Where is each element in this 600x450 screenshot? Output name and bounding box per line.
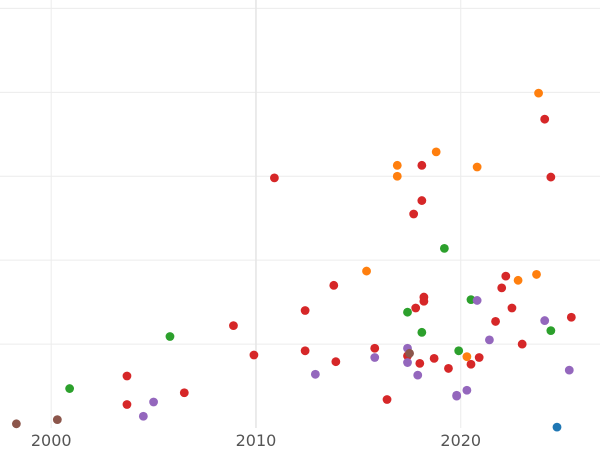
data-point [300, 346, 310, 356]
data-point [501, 271, 511, 281]
data-point [165, 332, 175, 341]
data-point [431, 147, 441, 157]
x-tick-label: 2000 [31, 431, 72, 450]
x-tick-label: 2020 [440, 431, 481, 450]
data-point [417, 160, 427, 170]
data-point [472, 162, 482, 172]
data-point [552, 422, 562, 432]
data-point [370, 343, 380, 353]
data-point [415, 358, 425, 368]
data-point [452, 391, 462, 401]
data-point [507, 303, 517, 313]
data-point [300, 306, 310, 315]
data-point [149, 397, 158, 407]
data-point [11, 419, 21, 429]
data-point [403, 307, 412, 317]
data-point [540, 114, 550, 124]
data-point [413, 370, 423, 380]
grid [0, 0, 600, 428]
data-point [513, 275, 523, 285]
x-axis-ticks: 2000 2010 2020 [31, 431, 481, 450]
data-point [546, 326, 556, 336]
data-point [329, 280, 339, 290]
data-point [122, 400, 132, 409]
data-point [122, 371, 132, 381]
data-point [417, 327, 427, 337]
data-point [462, 385, 472, 395]
data-point [532, 270, 541, 279]
data-point [403, 358, 412, 367]
data-point [370, 353, 380, 362]
data-point [382, 395, 392, 404]
data-point [419, 292, 429, 302]
data-point [331, 357, 341, 367]
data-point [411, 303, 421, 313]
data-points [11, 88, 576, 432]
data-point [466, 359, 476, 369]
data-point [540, 316, 550, 325]
data-point [417, 196, 427, 205]
data-point [444, 364, 453, 373]
data-point [229, 321, 238, 331]
data-point [497, 283, 507, 293]
data-point [472, 296, 482, 305]
data-point [485, 335, 494, 345]
x-tick-label: 2010 [236, 431, 277, 450]
data-point [454, 346, 464, 356]
data-point [546, 172, 556, 182]
data-point [179, 388, 189, 398]
data-point [439, 244, 449, 253]
data-point [249, 350, 259, 360]
data-point [52, 415, 62, 425]
data-point [517, 339, 527, 349]
data-point [429, 353, 439, 363]
data-point [409, 209, 419, 219]
data-point [138, 411, 148, 421]
data-point [405, 348, 414, 358]
data-point [65, 384, 75, 393]
data-point [564, 365, 574, 375]
data-point [270, 173, 279, 183]
data-point [534, 88, 543, 98]
data-point [392, 171, 402, 181]
data-point [310, 369, 320, 379]
data-point [491, 317, 500, 326]
data-point [474, 353, 484, 362]
data-point [462, 352, 472, 362]
data-point [362, 266, 371, 276]
data-point [566, 312, 576, 322]
data-point [392, 160, 402, 170]
